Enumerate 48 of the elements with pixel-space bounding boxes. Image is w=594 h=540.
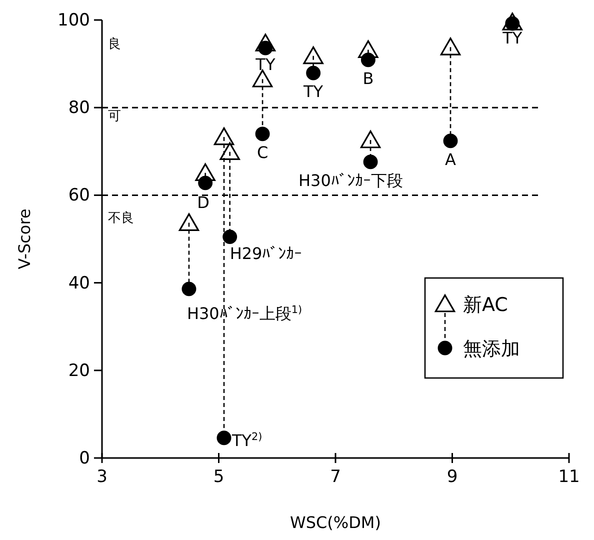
x-tick-label: 7 <box>330 467 341 488</box>
annotation: B <box>362 68 374 88</box>
legend-label: 無添加 <box>463 338 520 360</box>
point <box>220 142 240 160</box>
point <box>306 66 321 80</box>
annotation: 良 <box>108 37 121 52</box>
point <box>360 52 376 68</box>
x-tick-label: 5 <box>213 467 224 488</box>
point <box>358 40 378 58</box>
point <box>440 38 461 56</box>
x-axis-title: WSC(%DM) <box>290 513 381 532</box>
annotation: H30ﾊﾞﾝｶｰ下段 <box>298 170 403 190</box>
y-tick-label: 80 <box>68 98 90 118</box>
y-tick-label: 100 <box>58 10 90 30</box>
annotation: TY <box>302 82 324 101</box>
annotation: TY <box>254 55 276 74</box>
point <box>198 176 213 190</box>
point <box>216 430 232 446</box>
annotation: D <box>197 192 210 212</box>
point <box>255 126 270 142</box>
annotation: H30ﾊﾞﾝｶｰ上段$^{1)}$ <box>186 304 302 323</box>
y-tick-label: 60 <box>68 186 90 206</box>
annotation: A <box>445 150 456 169</box>
x-tick-label: 9 <box>446 467 458 488</box>
point <box>303 46 324 64</box>
y-axis-title: V-Score <box>15 208 34 270</box>
x-tick-label: 3 <box>96 467 108 488</box>
annotation: C <box>256 142 268 162</box>
x-tick-label: 11 <box>558 467 580 488</box>
point <box>443 134 458 148</box>
point <box>255 34 276 52</box>
annotation: 可 <box>108 109 121 124</box>
annotation: TY <box>502 28 522 48</box>
y-tick-label: 0 <box>79 448 90 468</box>
y-tick-label: 20 <box>68 360 90 381</box>
point <box>182 282 196 296</box>
annotation: 不良 <box>108 211 134 226</box>
annotation: H29ﾊﾞﾝｶｰ <box>230 244 302 263</box>
point <box>195 163 216 182</box>
point <box>178 213 200 231</box>
legend-label: 新AC <box>463 294 508 316</box>
point <box>214 127 234 146</box>
annotation: TY$^{2)}$ <box>231 430 262 450</box>
point <box>360 130 381 148</box>
y-tick-label: 40 <box>68 273 90 294</box>
point <box>222 230 238 244</box>
point <box>363 154 378 170</box>
point <box>252 70 273 88</box>
